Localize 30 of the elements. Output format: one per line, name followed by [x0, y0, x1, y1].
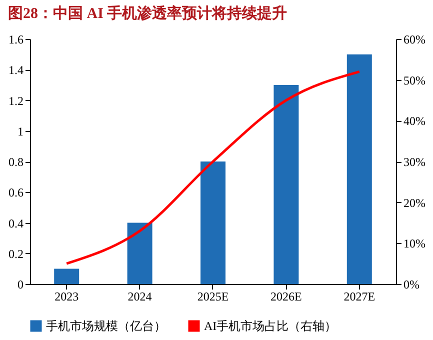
x-tick-label: 2026E: [270, 290, 302, 304]
bar: [346, 54, 372, 284]
x-tick-label: 2025E: [197, 290, 229, 304]
y2-tick-label: 0%: [404, 278, 420, 292]
chart-title: 图28：中国 AI 手机渗透率预计将持续提升: [8, 4, 288, 22]
y2-tick-label: 50%: [404, 73, 426, 88]
bar: [200, 162, 226, 284]
line-series: [65, 70, 361, 265]
y-tick-label: 1.6: [8, 32, 24, 46]
bar: [274, 84, 299, 284]
y2-tick-label: 60%: [404, 32, 426, 46]
y-tick-label: 0.8: [8, 155, 24, 169]
y-tick-label: 0.6: [8, 186, 24, 200]
bar: [54, 268, 80, 284]
y-tick-label: 0.2: [8, 246, 24, 261]
y-tick-label: 1: [18, 124, 24, 138]
legend-label: 手机市场规模（亿台）: [46, 319, 166, 333]
bar: [127, 222, 152, 284]
x-tick-label: 2023: [54, 290, 79, 304]
y2-tick-label: 20%: [404, 196, 426, 210]
y2-tick-label: 40%: [404, 114, 426, 128]
y2-tick-label: 30%: [404, 155, 426, 169]
y-tick-label: 1.4: [8, 63, 24, 78]
y-tick-label: 0.4: [8, 216, 24, 230]
x-tick-label: 2024: [128, 290, 152, 304]
y-tick-label: 1.2: [8, 94, 24, 108]
y2-tick-label: 10%: [404, 236, 426, 251]
legend-label: AI手机市场占比（右轴）: [204, 319, 337, 333]
y-tick-label: 0: [18, 278, 24, 292]
x-tick-label: 2027E: [344, 290, 376, 304]
